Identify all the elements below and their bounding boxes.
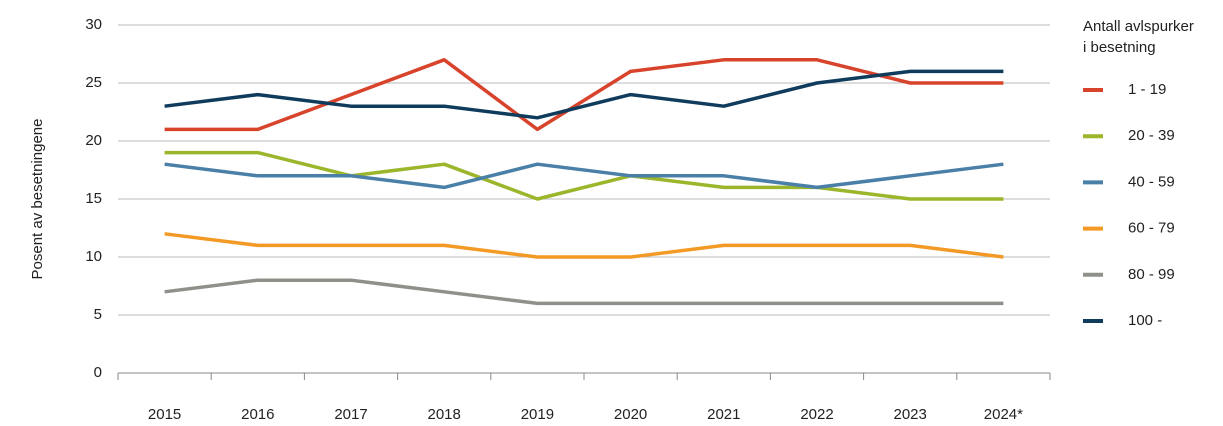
- y-axis-label: Posent av besetningene: [29, 119, 46, 280]
- x-tick-label: 2017: [334, 406, 367, 423]
- x-tick-label: 2019: [521, 406, 554, 423]
- y-tick-label: 20: [85, 132, 102, 149]
- x-tick-label: 2016: [241, 406, 274, 423]
- legend-label: 40 - 59: [1128, 173, 1175, 190]
- series-line: [164, 232, 1004, 259]
- y-tick-label: 25: [85, 74, 102, 91]
- x-tick-label: 2021: [707, 406, 740, 423]
- legend-label: 80 - 99: [1128, 266, 1175, 283]
- y-tick-label: 0: [94, 364, 102, 381]
- x-tick-label: 2015: [148, 406, 181, 423]
- x-tick-label: 2018: [428, 406, 461, 423]
- legend-title: Antall avlspurker: [1083, 18, 1194, 35]
- legend-label: 1 - 19: [1128, 81, 1166, 98]
- legend-title: i besetning: [1083, 39, 1156, 56]
- x-tick-label: 2024*: [984, 406, 1023, 423]
- legend-label: 20 - 39: [1128, 127, 1175, 144]
- legend-label: 100 -: [1128, 312, 1162, 329]
- x-tick-label: 2020: [614, 406, 647, 423]
- y-tick-label: 10: [85, 248, 102, 265]
- y-tick-label: 30: [85, 16, 102, 33]
- series-line: [164, 69, 1004, 120]
- series-line: [164, 162, 1004, 190]
- y-tick-label: 15: [85, 190, 102, 207]
- series-line: [164, 150, 1004, 201]
- series-line: [164, 58, 1004, 132]
- legend-label: 60 - 79: [1128, 220, 1175, 237]
- x-tick-label: 2023: [894, 406, 927, 423]
- x-tick-label: 2022: [800, 406, 833, 423]
- series-line: [164, 278, 1004, 306]
- y-tick-label: 5: [94, 306, 102, 323]
